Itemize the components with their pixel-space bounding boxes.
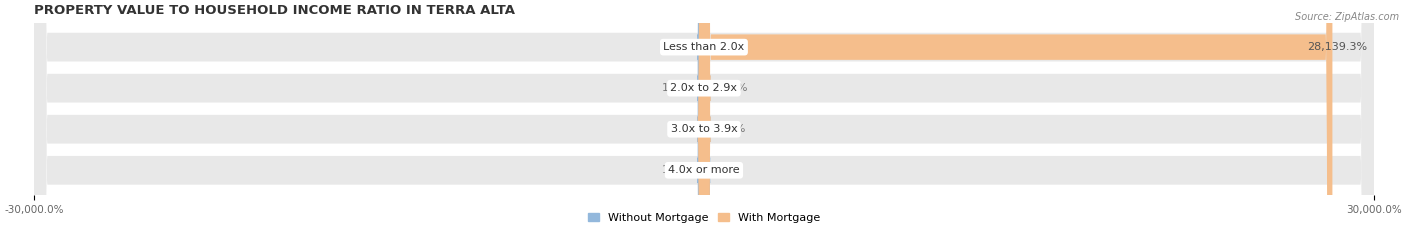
Text: 2.0x to 2.9x: 2.0x to 2.9x: [671, 83, 737, 93]
FancyBboxPatch shape: [34, 0, 1374, 233]
Text: Source: ZipAtlas.com: Source: ZipAtlas.com: [1295, 12, 1399, 22]
FancyBboxPatch shape: [697, 0, 709, 233]
Text: Less than 2.0x: Less than 2.0x: [664, 42, 745, 52]
FancyBboxPatch shape: [697, 0, 710, 233]
FancyBboxPatch shape: [697, 0, 710, 233]
Text: 67.9%: 67.9%: [661, 42, 696, 52]
FancyBboxPatch shape: [697, 0, 710, 233]
FancyBboxPatch shape: [697, 0, 710, 233]
Text: 12.7%: 12.7%: [661, 83, 697, 93]
Text: 3.0x to 3.9x: 3.0x to 3.9x: [671, 124, 737, 134]
Text: PROPERTY VALUE TO HOUSEHOLD INCOME RATIO IN TERRA ALTA: PROPERTY VALUE TO HOUSEHOLD INCOME RATIO…: [34, 4, 515, 17]
Text: 28,139.3%: 28,139.3%: [1308, 42, 1367, 52]
FancyBboxPatch shape: [704, 0, 1333, 233]
FancyBboxPatch shape: [34, 0, 1374, 233]
Text: 12.7%: 12.7%: [661, 165, 697, 175]
Text: 69.4%: 69.4%: [713, 83, 748, 93]
FancyBboxPatch shape: [34, 0, 1374, 233]
FancyBboxPatch shape: [699, 0, 710, 233]
Legend: Without Mortgage, With Mortgage: Without Mortgage, With Mortgage: [583, 208, 824, 227]
Text: 4.8%: 4.8%: [669, 124, 697, 134]
FancyBboxPatch shape: [34, 0, 1374, 233]
Text: 0.0%: 0.0%: [710, 165, 740, 175]
Text: 4.0x or more: 4.0x or more: [668, 165, 740, 175]
Text: 16.4%: 16.4%: [711, 124, 747, 134]
